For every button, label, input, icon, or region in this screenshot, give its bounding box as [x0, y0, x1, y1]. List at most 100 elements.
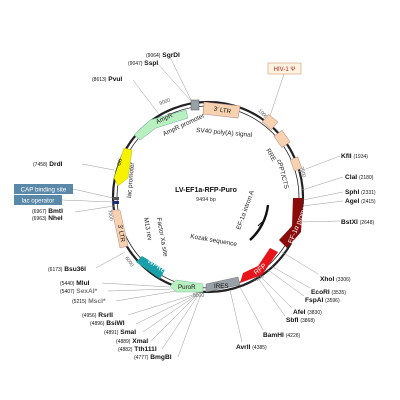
site-sbfi: SbfI (3868) — [286, 317, 315, 324]
site-sexai-leader — [107, 288, 173, 292]
feature-puror-label: PuroR — [178, 284, 196, 291]
site-bmgbi-leader — [177, 293, 202, 358]
site-sphi-leader — [302, 191, 344, 201]
site-kfli-leader — [297, 155, 341, 173]
site-ecori-leader — [270, 265, 311, 289]
feature-ampr — [133, 109, 189, 141]
site-clai-leader — [301, 176, 344, 191]
feature-puror — [169, 279, 204, 293]
site-tth111i-leader — [161, 293, 200, 350]
site-drdi-leader — [81, 163, 115, 171]
plasmid-name: LV-EF1a-RFP-Puro — [175, 187, 237, 194]
site-nhei: (6963) NheI — [32, 215, 63, 222]
site-bsiwi: (4896) BsiWI — [90, 320, 125, 327]
feature-3ltr-left — [111, 209, 129, 249]
feature-lac-mark — [113, 197, 119, 200]
hiv-psi-box-label: HIV-1 Ψ — [274, 67, 296, 73]
feature-3ltr-left-label: 3' LTR — [116, 224, 126, 243]
feature-3ltr-top — [202, 101, 241, 119]
site-xhoi-leader — [281, 251, 319, 275]
site-xhoi: XhoI (3306) — [320, 276, 351, 283]
site-sbfi-leader — [257, 277, 286, 317]
lac-operator-box — [14, 195, 62, 205]
site-msci-leader — [115, 290, 177, 302]
site-bamhi: BamHI (4226) — [263, 332, 301, 339]
site-bstxi: BstXI (2648) — [341, 219, 374, 226]
site-xmai: (4889) XmaI — [116, 338, 148, 345]
feature-ef1a-intron — [249, 204, 270, 241]
feature-small-gray — [190, 99, 200, 111]
tick-6000: 6000 — [123, 256, 134, 269]
tick-9000: 9000 — [159, 97, 172, 107]
cap-binding-box — [14, 184, 73, 194]
site-sgrdi-leader — [169, 56, 193, 103]
label-m13rev: M13 rev — [142, 217, 153, 242]
hiv-psi-leader — [269, 73, 285, 117]
site-rsrii-leader — [127, 293, 197, 316]
site-tth111i: (4882) Tth111I — [118, 346, 157, 353]
feature-hiv-psi — [261, 113, 279, 131]
label-lac-promoter: lac promoter — [126, 161, 136, 198]
feature-lac-mark-2 — [113, 201, 119, 204]
site-pvui-leader — [132, 79, 159, 114]
site-fspai: FspAI (3596) — [305, 297, 340, 304]
label-kozak: Kozak sequence — [190, 233, 238, 248]
site-avrii: AvrII (4385) — [236, 344, 267, 351]
feature-3ltr-top-label: 3' LTR — [213, 106, 232, 116]
site-avrii-leader — [229, 289, 243, 343]
feature-kozak-line — [257, 221, 263, 227]
feature-ori — [113, 147, 133, 187]
restriction-sites: (9064) SgrDI (9047) SspI (8613) PvuI (74… — [32, 52, 376, 361]
site-bsu36i-leader — [95, 251, 126, 269]
site-sspi-leader — [157, 63, 193, 103]
hiv-psi-box — [267, 62, 302, 75]
site-bstxi-leader — [299, 220, 341, 223]
plasmid-length: 9494 bp — [196, 197, 216, 203]
lac-operator-label: lac operator — [22, 198, 55, 205]
site-sphi: SphI (2331) — [345, 189, 376, 196]
site-bsiwi-leader — [135, 293, 198, 325]
site-bsu36i: (6173) Bsu36I — [48, 266, 86, 273]
feature-ires — [205, 276, 241, 293]
tick-7000: 7000 — [106, 209, 114, 221]
site-kfli: KflI (1934) — [341, 153, 368, 160]
site-pvui: (8613) PvuI — [92, 76, 122, 83]
feature-ef1a-promoter — [279, 198, 303, 248]
site-bmti-leader — [74, 205, 115, 213]
site-clai: ClaI (2180) — [345, 174, 374, 181]
site-afei-leader — [259, 275, 293, 309]
site-bmgbi: (4777) BmgBI — [134, 354, 172, 361]
feature-rfp — [240, 248, 278, 283]
site-msci: (5215) MscI* — [72, 298, 106, 305]
site-mlui: (5440) MluI — [60, 280, 90, 287]
feature-cppt-label: cPPT/CTS — [275, 159, 290, 190]
label-factor-xa: Factor Xa site — [155, 217, 169, 257]
site-xmai-leader — [150, 293, 199, 342]
site-mlui-leader — [101, 282, 171, 288]
site-ecori: EcoRI (3535) — [311, 289, 346, 296]
site-sspi: (9047) SspI — [128, 60, 158, 67]
site-fspai-leader — [267, 269, 305, 297]
tick-2000: 2000 — [298, 166, 307, 179]
site-afei: AfeI (3830) — [293, 309, 322, 316]
cap-leader — [72, 188, 114, 199]
site-agei-leader — [302, 200, 344, 207]
lac-leader — [61, 199, 114, 203]
site-drdi: (7458) DrdI — [33, 161, 63, 168]
site-smai-leader — [142, 293, 199, 333]
site-agei: AgeI (2415) — [345, 198, 376, 205]
site-sexai: (5407) SexAI* — [60, 288, 98, 295]
site-rsrii: (4956) RsrII — [82, 312, 113, 319]
cap-binding-label: CAP binding site — [21, 187, 67, 194]
site-smai: (4891) SmaI — [104, 329, 136, 336]
feature-rre — [273, 130, 291, 148]
label-ef1a-intron: EF-1α intron A — [235, 189, 256, 231]
feature-ires-label: IRES — [214, 283, 228, 290]
feature-cppt — [289, 156, 303, 172]
tick-5000: 5000 — [193, 293, 204, 299]
feature-ori-label: ori — [115, 158, 124, 167]
site-bmti: (6967) BmtI — [32, 208, 63, 215]
feature-wpre — [136, 256, 165, 279]
site-bamhi-leader — [239, 286, 264, 331]
